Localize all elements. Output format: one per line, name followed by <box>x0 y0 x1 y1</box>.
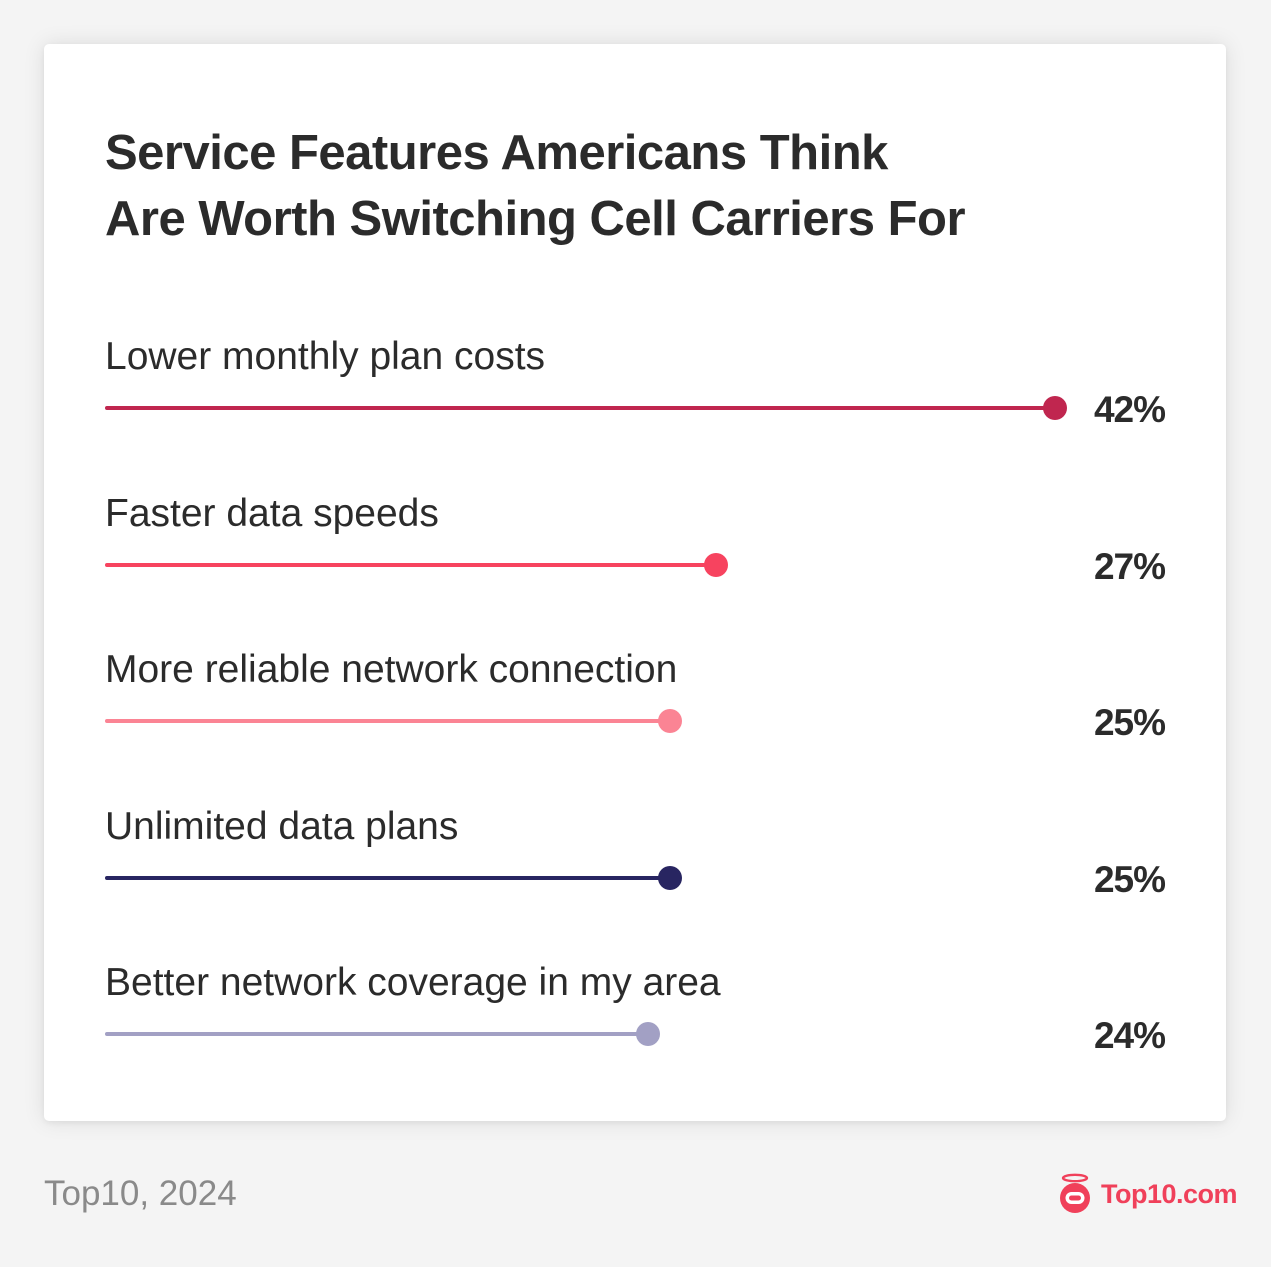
row-label: More reliable network connection <box>105 648 678 691</box>
bar-end-dot <box>703 552 728 577</box>
chart-card: Service Features Americans Think Are Wor… <box>44 44 1226 1121</box>
bar-line <box>105 406 1055 410</box>
source-caption: Top10, 2024 <box>44 1174 237 1213</box>
row-label: Faster data speeds <box>105 491 439 535</box>
row-label: Better network coverage in my area <box>105 961 721 1004</box>
bar-end-dot <box>1043 396 1067 420</box>
bar-end-dot <box>658 865 683 890</box>
robot-halo-logo-icon <box>1060 1173 1090 1213</box>
brand-name: Top10.com <box>1101 1178 1238 1209</box>
row-label: Lower monthly plan costs <box>105 335 546 378</box>
bar-line <box>105 719 671 723</box>
chart-title: Service Features Americans Think Are Wor… <box>105 120 966 252</box>
row-value: 27% <box>1093 545 1166 587</box>
bar-end-dot <box>635 1022 660 1046</box>
row-value: 25% <box>1093 858 1166 900</box>
chart-row: Faster data speeds 27% <box>105 491 1166 611</box>
row-label: Unlimited data plans <box>105 804 459 848</box>
row-value: 42% <box>1093 389 1166 430</box>
bar-line <box>105 562 716 567</box>
chart-row: Better network coverage in my area 24% <box>105 960 1166 1080</box>
chart-row: More reliable network connection 25% <box>105 647 1166 767</box>
brand-logo: Top10.com <box>1057 1173 1238 1215</box>
chart-row: Unlimited data plans 25% <box>105 804 1166 924</box>
chart-title-line-1: Service Features Americans Think <box>105 126 888 180</box>
bar-line <box>105 1032 648 1036</box>
bar-end-dot <box>658 709 683 733</box>
row-value: 24% <box>1093 1015 1166 1056</box>
bar-line <box>105 875 671 880</box>
chart-title-line-2: Are Worth Switching Cell Carriers For <box>105 192 966 246</box>
row-value: 25% <box>1093 702 1166 743</box>
chart-row: Lower monthly plan costs 42% <box>105 334 1166 454</box>
